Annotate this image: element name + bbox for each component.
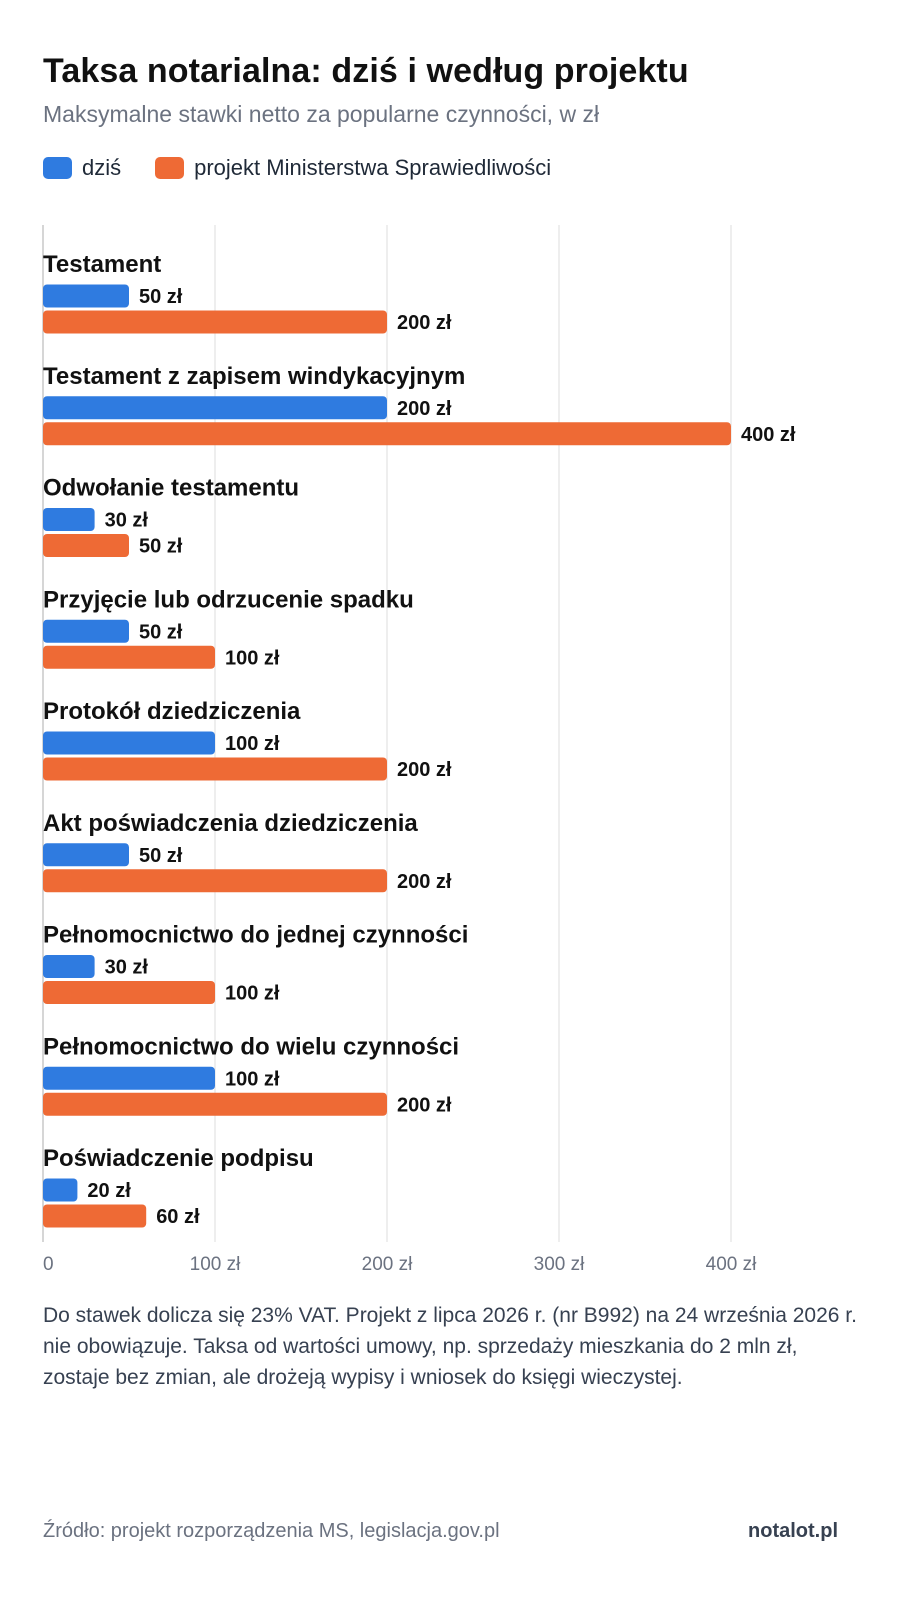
category-label: Przyjęcie lub odrzucenie spadku	[43, 586, 414, 613]
category-label: Akt poświadczenia dziedziczenia	[43, 810, 418, 837]
category-label: Pełnomocnictwo do wielu czynności	[43, 1033, 459, 1060]
bar-project	[43, 422, 731, 446]
data-label: 200 zł	[397, 1094, 452, 1116]
bar-project	[43, 869, 387, 893]
data-label: 50 zł	[139, 536, 183, 558]
data-label: 400 zł	[741, 424, 796, 446]
source-note: Źródło: projekt rozporządzenia MS, legis…	[43, 1520, 500, 1542]
data-label: 200 zł	[397, 871, 452, 893]
chart-title: Taksa notarialna: dziś i według projektu	[43, 52, 689, 90]
data-label: 30 zł	[105, 957, 149, 979]
data-label: 100 zł	[225, 983, 280, 1005]
data-label: 60 zł	[156, 1206, 200, 1228]
data-label: 50 zł	[139, 621, 183, 643]
chart-subtitle: Maksymalne stawki netto za popularne czy…	[43, 101, 600, 127]
data-label: 20 zł	[87, 1180, 131, 1202]
bar-current	[43, 284, 129, 308]
bar-current	[43, 1178, 78, 1202]
legend-label-project: projekt Ministerstwa Sprawiedliwości	[194, 155, 552, 180]
data-label: 200 zł	[397, 398, 452, 420]
footnote: Do stawek dolicza się 23% VAT. Projekt z…	[43, 1304, 857, 1389]
legend-swatch-project	[155, 157, 185, 179]
data-label: 30 zł	[105, 510, 149, 532]
data-label: 50 zł	[139, 845, 183, 867]
category-label: Protokół dziedziczenia	[43, 698, 301, 725]
category-label: Pełnomocnictwo do jednej czynności	[43, 922, 468, 949]
bar-project	[43, 981, 215, 1004]
category-label: Poświadczenie podpisu	[43, 1145, 314, 1172]
bar-project	[43, 757, 387, 781]
legend-label-current: dziś	[82, 155, 122, 180]
bar-project	[43, 310, 387, 334]
x-tick-label: 300 zł	[534, 1254, 585, 1275]
bar-current	[43, 843, 129, 867]
bar-current	[43, 955, 95, 978]
legend-swatch-current	[43, 157, 72, 179]
bar-project	[43, 1204, 147, 1228]
category-label: Testament z zapisem windykacyjnym	[43, 363, 465, 390]
x-tick-label: 100 zł	[190, 1254, 241, 1275]
bar-project	[43, 645, 215, 669]
data-label: 100 zł	[225, 647, 280, 669]
category-label: Odwołanie testamentu	[43, 475, 299, 502]
bar-current	[43, 396, 387, 420]
data-label: 50 zł	[139, 286, 183, 308]
legend-item-project: projekt Ministerstwa Sprawiedliwości	[155, 155, 551, 181]
category-label: Testament	[43, 251, 161, 278]
data-label: 100 zł	[225, 733, 280, 755]
x-tick-label: 0	[43, 1254, 54, 1275]
brand-label: notalot.pl	[748, 1520, 838, 1542]
data-label: 200 zł	[397, 312, 452, 334]
bar-project	[43, 534, 129, 557]
legend: dziś projekt Ministerstwa Sprawiedliwośc…	[43, 155, 585, 181]
x-tick-label: 200 zł	[362, 1254, 413, 1275]
data-label: 100 zł	[225, 1068, 280, 1090]
bar-project	[43, 1092, 387, 1116]
legend-item-current: dziś	[43, 155, 121, 181]
bar-current	[43, 731, 215, 755]
bar-current	[43, 1066, 215, 1090]
bar-current	[43, 508, 95, 531]
data-label: 200 zł	[397, 759, 452, 781]
bar-chart: 0 100 zł 200 zł 300 zł 400 zł Testament 50 zł 2…	[42, 225, 796, 1275]
x-tick-label: 400 zł	[706, 1254, 757, 1275]
bar-current	[43, 619, 129, 643]
